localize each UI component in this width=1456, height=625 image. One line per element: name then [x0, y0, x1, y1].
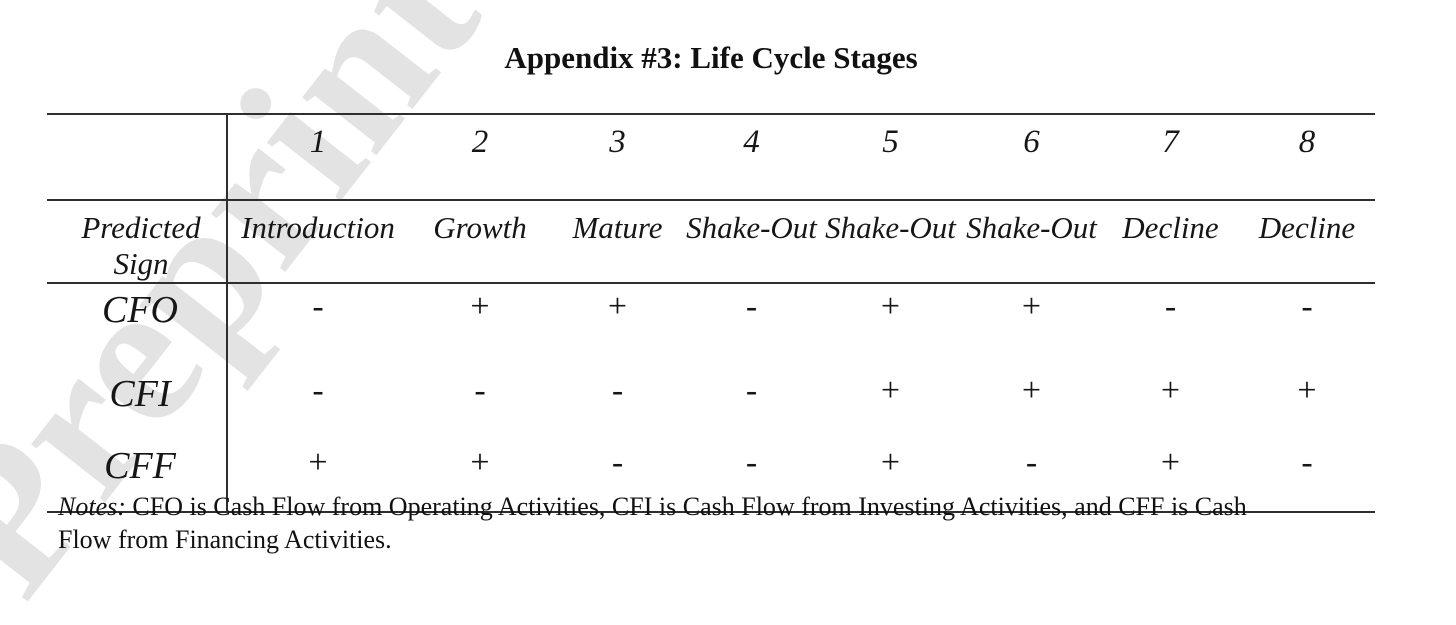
- sign-cell: +: [880, 372, 901, 409]
- cff-row: CFF + + - - + - + -: [47, 435, 1375, 512]
- sign-cell: +: [1021, 288, 1042, 325]
- sign-cell: +: [880, 444, 901, 481]
- stage-name-cell: Shake-Out: [961, 200, 1102, 284]
- stage-name-cell: Decline: [1239, 200, 1375, 284]
- sign-cell: -: [1025, 444, 1038, 481]
- sign-cell: -: [1164, 288, 1177, 325]
- stage-number-cell: 1: [227, 114, 408, 201]
- sign-cell: -: [312, 372, 324, 409]
- stage-number-cell: 5: [820, 114, 961, 201]
- stage-number-cell: 4: [683, 114, 820, 201]
- stage-number-cell: 3: [552, 114, 683, 201]
- cfi-row: CFI - - - - + + + +: [47, 360, 1375, 435]
- corner-cell: [47, 114, 228, 201]
- stage-name-cell: Shake-Out: [820, 200, 961, 284]
- sign-cell: -: [1301, 288, 1313, 325]
- notes-line-2: Flow from Financing Activities.: [58, 525, 392, 554]
- notes-label: Notes:: [58, 492, 126, 521]
- table-notes: Notes: CFO is Cash Flow from Operating A…: [58, 490, 1247, 556]
- stage-number-cell: 2: [408, 114, 552, 201]
- notes-line-1: CFO is Cash Flow from Operating Activiti…: [125, 492, 1247, 521]
- stage-name-cell: Growth: [408, 200, 552, 284]
- sign-cell: +: [470, 288, 490, 325]
- stage-name-row: Predicted Sign Introduction Growth Matur…: [47, 200, 1375, 284]
- stage-name-cell: Decline: [1102, 200, 1239, 284]
- stage-name-cell: Introduction: [227, 200, 408, 284]
- sign-cell: +: [1160, 444, 1181, 481]
- life-cycle-stages-table: 1 2 3 4 5 6 7 8 Predicted Sign Introduct…: [47, 113, 1375, 513]
- stage-number-cell: 8: [1239, 114, 1375, 201]
- sign-cell: -: [745, 444, 758, 481]
- row-label-cfi: CFI: [47, 360, 228, 435]
- sign-cell: -: [611, 444, 624, 481]
- stage-name-cell: Mature: [552, 200, 683, 284]
- stage-number-cell: 7: [1102, 114, 1239, 201]
- sign-cell: +: [607, 288, 628, 325]
- sign-cell: +: [1297, 372, 1317, 409]
- stage-name-cell: Shake-Out: [683, 200, 820, 284]
- sign-cell: +: [880, 288, 901, 325]
- row-label-cfo: CFO: [47, 283, 228, 360]
- sign-cell: -: [611, 372, 624, 409]
- sign-cell: -: [745, 288, 758, 325]
- cfo-row: CFO - + + - + + - -: [47, 283, 1375, 360]
- stage-number-cell: 6: [961, 114, 1102, 201]
- stage-number-row: 1 2 3 4 5 6 7 8: [47, 114, 1375, 201]
- sign-cell: -: [1301, 444, 1313, 481]
- row-label-cff: CFF: [47, 435, 228, 512]
- predicted-sign-header: Predicted Sign: [47, 200, 228, 284]
- sign-cell: +: [1160, 372, 1181, 409]
- sign-cell: -: [312, 288, 324, 325]
- sign-cell: -: [474, 372, 486, 409]
- sign-cell: +: [1021, 372, 1042, 409]
- page-title: Appendix #3: Life Cycle Stages: [504, 40, 918, 75]
- sign-cell: -: [745, 372, 758, 409]
- sign-cell: +: [308, 444, 328, 481]
- sign-cell: +: [470, 444, 490, 481]
